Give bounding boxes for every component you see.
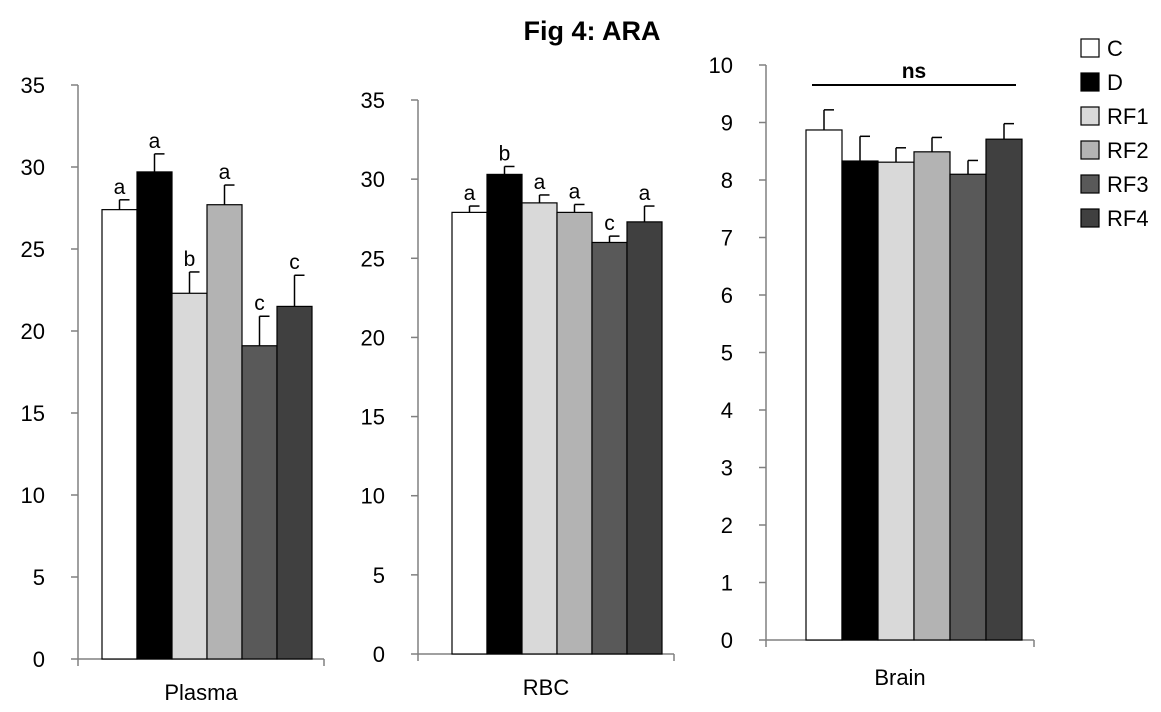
ns-annotation: ns: [902, 60, 927, 83]
y-tick-label: 2: [721, 513, 733, 538]
significance-letter: c: [254, 292, 265, 315]
bar-rf4: [276, 305, 313, 660]
significance-letter: a: [219, 161, 231, 184]
y-tick-label: 25: [361, 246, 385, 271]
y-tick-label: 10: [709, 53, 733, 78]
y-tick-label: 25: [21, 237, 45, 262]
y-tick-label: 5: [721, 341, 733, 366]
legend-label-rf3: RF3: [1107, 172, 1149, 197]
significance-letter: b: [184, 248, 196, 271]
legend-swatch-rf3: [1080, 174, 1100, 194]
legend-swatch-rf2: [1080, 140, 1100, 160]
y-tick-label: 3: [721, 456, 733, 481]
y-tick-label: 35: [21, 73, 45, 98]
y-tick-label: 15: [361, 405, 385, 430]
y-tick-label: 10: [361, 484, 385, 509]
bar-rf1: [521, 202, 558, 655]
y-tick-label: 0: [373, 642, 385, 667]
figure-title: Fig 4: ARA: [524, 16, 661, 46]
bar-rf2: [913, 151, 951, 641]
y-tick-label: 5: [373, 563, 385, 588]
bar-rf2: [206, 204, 243, 660]
x-category-label: Brain: [874, 665, 925, 690]
bar-c: [451, 211, 488, 655]
x-category-label: Plasma: [164, 680, 238, 705]
legend-swatch-rf4: [1080, 208, 1100, 228]
legend-swatch-c: [1080, 38, 1100, 58]
y-tick-label: 1: [721, 571, 733, 596]
chart-panels: 05101520253035aabaccPlasma05101520253035…: [21, 53, 1035, 705]
legend-label-rf4: RF4: [1107, 206, 1149, 231]
legend-swatch-d: [1080, 72, 1100, 92]
y-tick-label: 5: [33, 565, 45, 590]
chart-panel-brain: 0 1 2 3 4 5 6 7 8 9 10 ns Brain: [709, 53, 1035, 690]
bar-c: [101, 209, 138, 660]
bar-rf3: [241, 345, 278, 660]
bar-rf4: [985, 138, 1023, 641]
y-tick-label: 0: [721, 628, 733, 653]
y-tick-label: 4: [721, 398, 733, 423]
y-tick-label: 20: [21, 319, 45, 344]
x-category-label: RBC: [523, 675, 570, 700]
bar-c: [805, 129, 843, 641]
significance-letter: b: [499, 142, 511, 165]
significance-letter: a: [114, 176, 126, 199]
legend-label-rf2: RF2: [1107, 138, 1149, 163]
significance-letter: a: [464, 182, 476, 205]
bar-rf1: [171, 292, 208, 660]
y-tick-label: 20: [361, 325, 385, 350]
bar-d: [136, 171, 173, 660]
y-tick-label: 30: [21, 155, 45, 180]
y-tick-label: 35: [361, 88, 385, 113]
bar-d: [841, 160, 879, 641]
significance-letter: a: [639, 182, 651, 205]
bar-d: [486, 173, 523, 655]
legend-label-d: D: [1107, 70, 1123, 95]
y-tick-label: 10: [21, 483, 45, 508]
y-tick-label: 9: [721, 111, 733, 136]
y-tick-label: 8: [721, 168, 733, 193]
significance-letter: c: [289, 251, 300, 274]
significance-letter: c: [604, 212, 615, 235]
significance-letter: a: [149, 130, 161, 153]
bar-rf1: [877, 161, 915, 641]
bar-rf3: [949, 173, 987, 641]
legend-label-rf1: RF1: [1107, 104, 1149, 129]
y-tick-label: 7: [721, 226, 733, 251]
bar-rf3: [591, 241, 628, 655]
y-tick-label: 30: [361, 167, 385, 192]
y-tick-label: 6: [721, 283, 733, 308]
y-tick-label: 15: [21, 401, 45, 426]
y-tick-label: 0: [33, 647, 45, 672]
legend: CD RF1 RF2 RF3 RF4: [1080, 36, 1149, 231]
legend-swatch-rf1: [1080, 106, 1100, 126]
significance-letter: a: [569, 180, 581, 203]
bar-rf4: [626, 221, 663, 655]
significance-letter: a: [534, 171, 546, 194]
legend-label-c: C: [1107, 36, 1123, 61]
bar-rf2: [556, 211, 593, 655]
